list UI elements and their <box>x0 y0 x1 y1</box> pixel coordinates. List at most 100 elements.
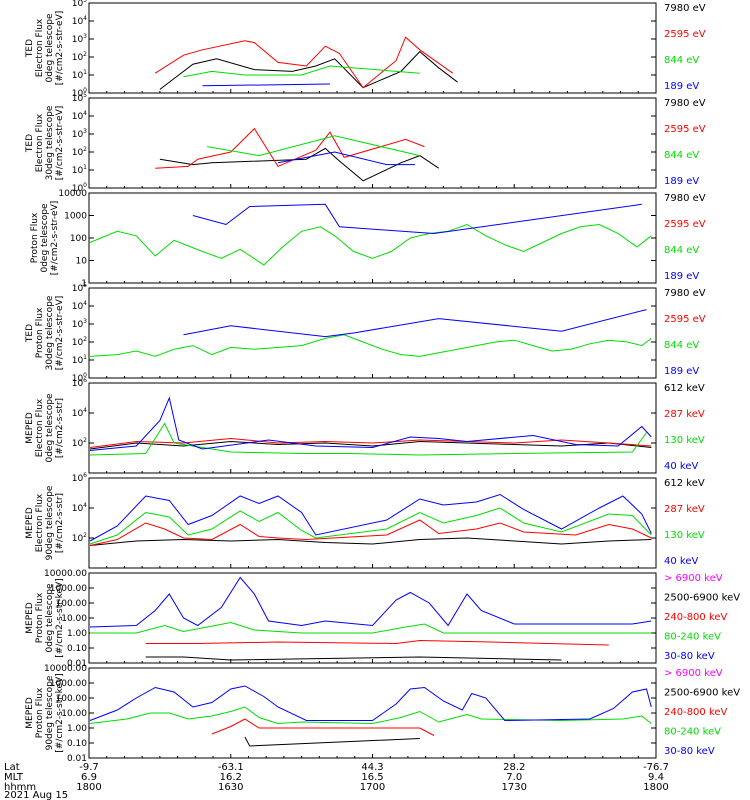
y-axis-label: 90deg telescope <box>45 485 55 560</box>
y-axis-label: Electron Flux <box>35 493 45 552</box>
y-axis-label: [#/cm2-s-str-keV] <box>55 578 65 657</box>
series-line <box>89 519 652 546</box>
footer-value: 16.2 <box>220 772 242 783</box>
y-tick-label: 10000 <box>58 189 87 199</box>
legend-entry: 240-800 keV <box>664 707 728 718</box>
footer-value: 9.4 <box>648 772 664 783</box>
legend-entry: 80-240 keV <box>664 632 721 643</box>
y-tick-label: 102 <box>72 336 87 348</box>
panel-frame <box>88 192 657 284</box>
y-tick-label: 1000.00 <box>50 679 87 689</box>
panel-1: 100 101 102 103 104 105 TED Electron Flux 0deg t… <box>25 0 706 99</box>
series-line <box>154 36 454 89</box>
footer-value: -63.1 <box>218 762 244 773</box>
y-tick-label: 103 <box>72 318 87 330</box>
y-tick-label: 100 <box>72 87 87 99</box>
series-line <box>89 576 652 628</box>
y-tick-label: 10 <box>76 257 88 267</box>
footer-row-label: MLT <box>4 772 24 783</box>
footer-value: 16.5 <box>361 772 383 783</box>
y-axis-label: 0deg telescope <box>40 203 50 273</box>
footer-axis: Lat -9.7 -63.1 44.3 28.2 -76.7 MLT 6.9 16.2 16.5 7… <box>4 762 669 800</box>
legend-entry: 287 keV <box>664 504 705 515</box>
footer-value: 1730 <box>502 782 527 793</box>
y-axis-label: MEPED <box>25 602 35 634</box>
legend-entry: 189 eV <box>664 366 699 377</box>
footer-value: 44.3 <box>361 762 383 773</box>
panel-frame <box>88 572 657 664</box>
y-axis-label: Electron Flux <box>35 18 45 77</box>
footer-date: 2021 Aug 15 <box>4 790 68 800</box>
y-tick-label: 10000.00 <box>44 569 87 579</box>
y-axis-label: Proton Flux <box>35 592 45 643</box>
y-tick-label: 1.00 <box>67 629 87 639</box>
series-line <box>89 685 652 722</box>
y-axis-label: [#/cm2-s-str-keV] <box>55 673 65 752</box>
legend-entry: > 6900 keV <box>664 668 723 679</box>
y-tick-label: 1.00 <box>67 724 87 734</box>
y-tick-label: 100 <box>72 182 87 194</box>
y-axis-label: [#/cm2-s-str-eV] <box>55 106 65 181</box>
legend-entry: 7980 eV <box>664 288 706 299</box>
series-line <box>89 334 652 357</box>
y-tick-label: 104 <box>72 15 87 27</box>
y-axis-label: Electron Flux <box>35 113 45 172</box>
y-tick-label: 106 <box>72 377 87 389</box>
panel-2: 100 101 102 103 104 105 TED Electron Flux 30deg … <box>25 92 706 194</box>
y-tick-label: 100 <box>70 234 87 244</box>
legend-entry: 189 eV <box>664 176 699 187</box>
y-tick-label: 10000.00 <box>44 664 87 674</box>
y-axis-label: Proton Flux <box>30 212 40 263</box>
y-tick-label: 104 <box>72 407 87 419</box>
legend-entry: 2595 eV <box>664 314 706 325</box>
series-line <box>89 507 652 545</box>
legend-entry: 130 keV <box>664 435 705 446</box>
y-tick-label: 0.10 <box>67 644 87 654</box>
y-axis-label: [#/cm2-s-str-eV] <box>55 296 65 371</box>
y-tick-label: 102 <box>72 532 87 544</box>
series-line <box>89 396 652 451</box>
series-line <box>89 223 652 266</box>
footer-value: 1800 <box>643 782 668 793</box>
series-line <box>207 135 420 157</box>
series-line <box>90 621 652 634</box>
y-tick-label: 1000 <box>64 212 87 222</box>
series-line <box>89 437 652 448</box>
y-tick-label: 102 <box>72 146 87 158</box>
series-line <box>89 440 652 450</box>
panel-8: 0.01 0.10 1.00 10.00 100.00 1000.00 10000.00 ME… <box>25 664 740 764</box>
panel-7: 0.01 0.10 1.00 10.00 100.00 1000.00 10000.00 ME… <box>25 569 740 669</box>
series-line <box>159 50 458 90</box>
legend-entry: 844 eV <box>664 245 699 256</box>
y-tick-label: 105 <box>72 0 87 9</box>
y-axis-label: MEPED <box>25 412 35 444</box>
y-tick-label: 104 <box>72 300 87 312</box>
legend-entry: 844 eV <box>664 340 699 351</box>
legend-entry: 844 eV <box>664 150 699 161</box>
legend-entry: 2595 eV <box>664 124 706 135</box>
legend-entry: 189 eV <box>664 271 699 282</box>
panel-frame <box>88 667 657 759</box>
y-tick-label: 0.10 <box>67 739 87 749</box>
y-axis-label: 0deg telescope <box>45 393 55 463</box>
series-line <box>159 147 439 182</box>
series-line <box>89 493 652 542</box>
y-tick-label: 103 <box>72 33 87 45</box>
legend-entry: 7980 eV <box>664 98 706 109</box>
legend-entry: 7980 eV <box>664 3 706 14</box>
y-tick-label: 101 <box>72 354 87 366</box>
y-axis-label: Electron Flux <box>35 398 45 457</box>
legend-entry: 240-800 keV <box>664 612 728 623</box>
y-tick-label: 0.01 <box>67 754 87 764</box>
legend-entry: 612 keV <box>664 383 705 394</box>
y-tick-label: 102 <box>72 437 87 449</box>
footer-value: 1700 <box>360 782 385 793</box>
y-tick-label: 10.00 <box>61 709 87 719</box>
y-axis-label: TED <box>25 39 35 58</box>
y-tick-label: 103 <box>72 128 87 140</box>
footer-value: 1630 <box>218 782 243 793</box>
legend-entry: 130 keV <box>664 530 705 541</box>
legend-entry: 30-80 keV <box>664 746 715 757</box>
